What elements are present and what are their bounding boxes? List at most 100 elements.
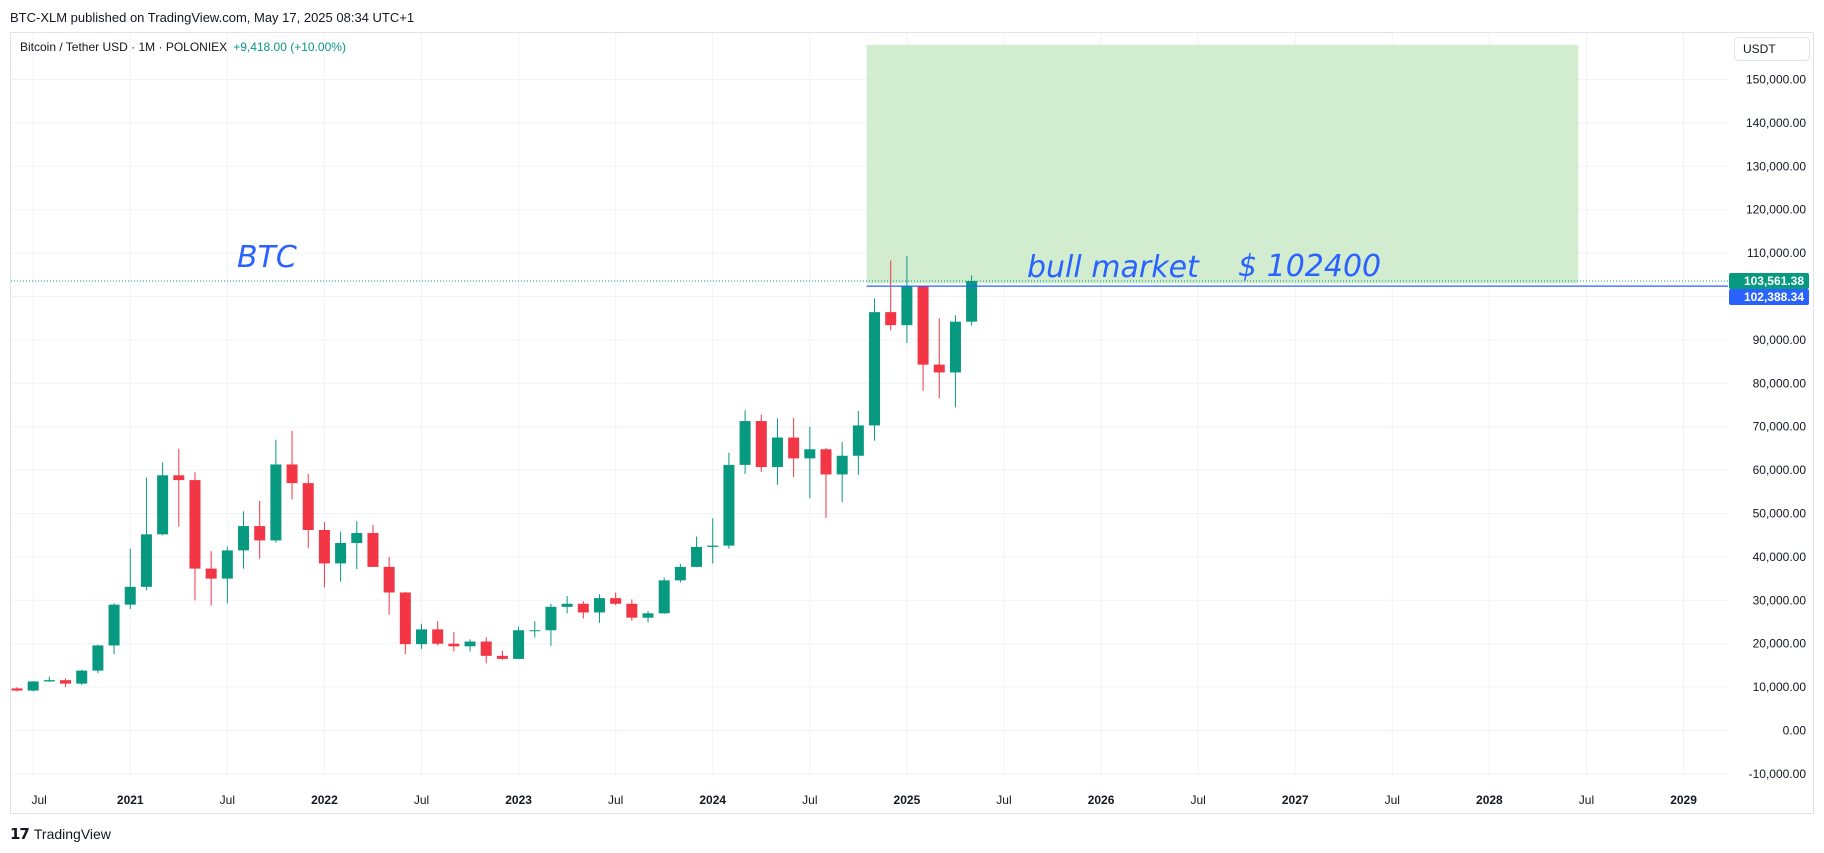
published-caption: BTC-XLM published on TradingView.com, Ma…: [10, 10, 415, 25]
candle-body: [399, 592, 411, 645]
candle: [464, 639, 476, 652]
brand-label: TradingView: [33, 826, 111, 842]
candle: [771, 418, 783, 485]
candle: [448, 631, 460, 652]
candle-body: [804, 449, 816, 459]
candle-body: [852, 425, 864, 456]
x-tick-label: 2026: [1088, 793, 1115, 807]
candle: [723, 452, 735, 549]
x-tick-label: 2027: [1282, 793, 1309, 807]
candle: [933, 318, 945, 399]
candle-body: [788, 437, 800, 459]
x-tick-label: Jul: [1579, 793, 1594, 807]
price-axis[interactable]: -10,000.00 0.00 10,000.00 20,000.00 30,000.0…: [1746, 73, 1806, 781]
candle-body: [917, 286, 929, 365]
candle: [60, 678, 72, 688]
y-tick-label: 80,000.00: [1753, 376, 1807, 390]
candle-body: [270, 464, 282, 541]
candle-body: [43, 680, 55, 682]
candle-body: [254, 526, 266, 541]
candle-body: [707, 545, 719, 547]
candle: [286, 431, 298, 500]
x-tick-label: Jul: [802, 793, 817, 807]
candle-body: [513, 630, 525, 659]
candle-body: [966, 281, 978, 322]
candle: [76, 669, 88, 685]
line-price-label: 102,388.34: [1744, 290, 1804, 304]
x-tick-label: 2023: [505, 793, 532, 807]
candle-body: [351, 533, 363, 544]
y-tick-label: 150,000.00: [1746, 73, 1806, 87]
candle: [432, 621, 444, 646]
candle-body: [318, 529, 330, 564]
candle-body: [448, 643, 460, 647]
y-tick-label: 70,000.00: [1753, 420, 1807, 434]
line-price-tag: [1729, 289, 1809, 306]
x-tick-label: Jul: [414, 793, 429, 807]
candle: [593, 594, 605, 623]
candle-body: [432, 629, 444, 644]
candle-body: [238, 526, 250, 551]
candle: [11, 687, 23, 692]
candle-body: [836, 455, 848, 475]
x-tick-label: 2022: [311, 793, 338, 807]
candle-body: [642, 613, 654, 618]
time-axis[interactable]: Jul 2021 Jul 2022 Jul 2023 Jul 2024 Jul 2025 Jul 20…: [32, 793, 1698, 807]
candle: [626, 599, 638, 621]
candle-body: [723, 464, 735, 546]
candle-body: [480, 641, 492, 656]
candle: [480, 637, 492, 664]
candle: [545, 603, 557, 646]
candle: [335, 531, 347, 582]
candle: [917, 285, 929, 391]
candle: [173, 448, 185, 527]
candle: [836, 441, 848, 503]
x-tick-label: Jul: [608, 793, 623, 807]
candle-body: [205, 568, 217, 579]
candle: [561, 595, 573, 614]
candle-body: [124, 586, 136, 605]
candle: [901, 256, 913, 343]
candle-body: [545, 606, 557, 631]
y-tick-label: 140,000.00: [1746, 116, 1806, 130]
candle: [804, 426, 816, 499]
candle: [367, 524, 379, 567]
candle: [820, 447, 832, 518]
candle-body: [157, 475, 169, 535]
candle: [496, 650, 508, 660]
symbol-legend[interactable]: Bitcoin / Tether USD · 1M · POLONIEX +9,4…: [20, 40, 346, 54]
candle: [739, 410, 751, 475]
candle-body: [885, 312, 897, 326]
y-tick-label: -10,000.00: [1749, 767, 1807, 781]
candle: [189, 472, 201, 601]
candle: [254, 500, 266, 559]
currency-button[interactable]: USDT: [1734, 37, 1810, 61]
x-tick-label: 2025: [894, 793, 921, 807]
price-lines-layer: [11, 280, 1728, 287]
candle-body: [593, 598, 605, 613]
x-tick-label: Jul: [1190, 793, 1205, 807]
candle: [43, 676, 55, 682]
footer-brand[interactable]: 17 TradingView: [10, 825, 111, 843]
candle-body: [626, 603, 638, 618]
candle: [221, 546, 233, 604]
candle-body: [577, 603, 589, 613]
candle-body: [286, 464, 298, 484]
candle-body: [610, 598, 622, 604]
chart-frame: [10, 32, 1814, 814]
candle: [674, 563, 686, 583]
candle-body: [11, 688, 23, 691]
candle-body: [416, 629, 427, 645]
candle: [707, 518, 719, 564]
candle: [318, 522, 330, 588]
candle-body: [140, 534, 152, 587]
price-change: +9,418.00 (+10.00%): [233, 40, 346, 54]
x-tick-label: 2028: [1476, 793, 1503, 807]
y-tick-label: 60,000.00: [1753, 463, 1807, 477]
x-tick-label: Jul: [32, 793, 47, 807]
candle: [610, 592, 622, 606]
candles-layer[interactable]: [11, 256, 978, 692]
y-tick-label: 40,000.00: [1753, 550, 1807, 564]
candle-body: [302, 483, 314, 530]
